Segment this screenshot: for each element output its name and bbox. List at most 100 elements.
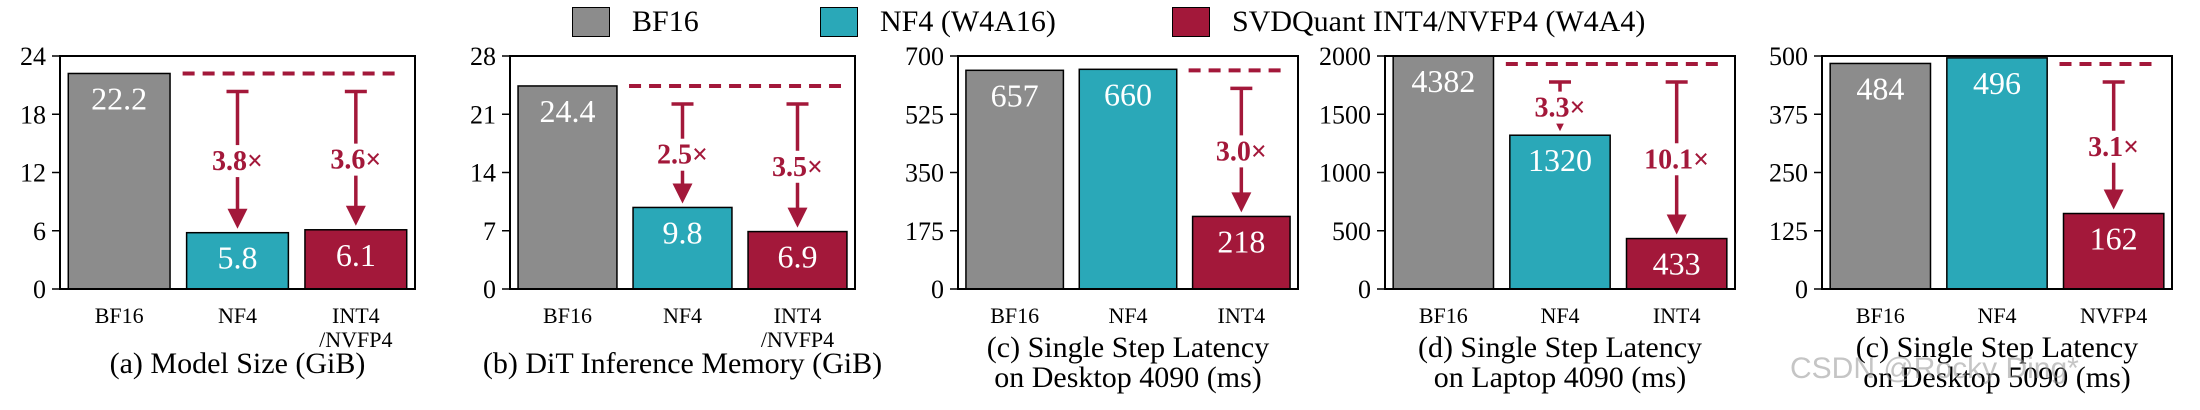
y-tick-label: 1000: [1319, 159, 1371, 188]
annotation-bg: [648, 138, 717, 171]
bar-value-label: 24.4: [540, 93, 596, 129]
chart-caption: on Desktop 4090 (ms): [994, 361, 1261, 394]
y-tick-label: 525: [905, 100, 944, 129]
speedup-annotation: 10.1×: [1644, 144, 1709, 175]
category-label: INT4: [774, 303, 822, 328]
bar-int4: [304, 229, 408, 290]
y-tick-label: 500: [1332, 217, 1371, 246]
chart-caption: (c) Single Step Latency: [987, 331, 1269, 364]
chart-latency-desktop-5090: 0 125 250 375 500 484 BF16 496 NF4 162 NVFP4 3.1× (c…: [1755, 0, 2195, 410]
category-label: INT4: [1218, 303, 1266, 328]
bar-value-label: 6.9: [778, 239, 818, 275]
plot-frame: [509, 55, 856, 290]
chart-caption: (b) DiT Inference Memory (GiB): [483, 347, 882, 380]
category-label: NF4: [1540, 303, 1579, 328]
arrow-head: [787, 207, 808, 228]
y-tick-label: 700: [905, 42, 944, 71]
legend-label-nf4: NF4 (W4A16): [880, 5, 1056, 38]
legend-label-svdquant: SVDQuant INT4/NVFP4 (W4A4): [1232, 5, 1646, 38]
y-tick-label: 175: [905, 217, 944, 246]
chart-latency-laptop-4090: 0 500 1000 1500 2000 4382 BF16 1320 NF4 433 INT4 3.…: [1319, 0, 1755, 410]
bar-bf16: [517, 85, 618, 290]
legend-swatch-nf4: [820, 7, 858, 37]
plot-frame: [59, 55, 416, 290]
chart-caption: (a) Model Size (GiB): [110, 347, 366, 380]
watermark: CSDN @Rocky Ding*: [1790, 352, 2079, 385]
y-tick-label: 21: [470, 100, 496, 129]
category-label: NF4: [1977, 303, 2016, 328]
bar-value-label: 218: [1217, 223, 1265, 259]
bar-value-label: 5.8: [218, 240, 258, 276]
category-label: BF16: [1856, 303, 1905, 328]
annotation-bg: [321, 143, 390, 176]
y-tick-label: 500: [1769, 42, 1808, 71]
bar-nf4: [1078, 68, 1178, 290]
category-label: /NVFP4: [319, 327, 392, 352]
chart-caption: (d) Single Step Latency: [1418, 331, 1702, 364]
legend-item-nf4: NF4 (W4A16): [820, 4, 1056, 40]
chart-caption: on Desktop 5090 (ms): [1863, 361, 2130, 394]
annotation-bg: [763, 150, 832, 183]
arrow-head: [227, 208, 248, 229]
arrow-head: [1666, 214, 1687, 235]
chart-svg: 0 6 12 18 24 22.2 BF16 5.8 NF4 6.1 INT4/NVFP4 3.8× 3…: [20, 42, 416, 380]
y-tick-label: 6: [33, 217, 46, 246]
speedup-annotation: 3.5×: [772, 152, 823, 183]
category-label: BF16: [990, 303, 1039, 328]
speedup-annotation: 3.8×: [212, 146, 263, 177]
arrow-head: [1231, 192, 1252, 213]
chart-latency-desktop-4090: 0 175 350 525 700 657 BF16 660 NF4 218 INT4 3.0× (c)…: [890, 0, 1320, 410]
chart-svg: 0 7 14 21 28 24.4 BF16 9.8 NF4 6.9 INT4/NVFP4 2.5× 3…: [470, 42, 882, 380]
category-label: BF16: [95, 303, 144, 328]
bar-nf4: [1509, 134, 1611, 290]
y-tick-label: 0: [1795, 275, 1808, 304]
category-label: /NVFP4: [761, 327, 834, 352]
chart-svg: 0 125 250 375 500 484 BF16 496 NF4 162 NVFP4 3.1× (c…: [1769, 42, 2173, 394]
chart-caption: (c) Single Step Latency: [1856, 331, 2138, 364]
category-label: INT4: [332, 303, 380, 328]
bar-value-label: 496: [1973, 65, 2021, 101]
chart-caption: on Laptop 4090 (ms): [1434, 361, 1686, 394]
plot-frame: [957, 55, 1299, 290]
bar-value-label: 22.2: [91, 80, 147, 116]
y-tick-label: 0: [1358, 275, 1371, 304]
y-tick-label: 28: [470, 42, 496, 71]
bar-value-label: 484: [1856, 70, 1904, 106]
arrow-head: [672, 183, 693, 204]
legend-item-bf16: BF16: [572, 4, 699, 40]
bar-value-label: 6.1: [336, 237, 376, 273]
bar-nf4: [632, 206, 733, 290]
annotation-bg: [1526, 91, 1594, 124]
legend-swatch-svdquant: [1172, 7, 1210, 37]
chart-svg: 0 175 350 525 700 657 BF16 660 NF4 218 INT4 3.0× (c)…: [905, 42, 1299, 394]
bar-nf4: [185, 231, 290, 290]
arrow-head: [345, 205, 366, 226]
plot-frame: [1821, 55, 2173, 290]
bar-int4: [1625, 237, 1728, 290]
category-label: BF16: [543, 303, 592, 328]
plot-frame: [1384, 55, 1736, 290]
y-tick-label: 24: [20, 42, 46, 71]
bar-bf16: [965, 69, 1065, 290]
bar-value-label: 162: [2090, 221, 2138, 257]
y-tick-label: 0: [931, 275, 944, 304]
y-tick-label: 375: [1769, 100, 1808, 129]
y-tick-label: 2000: [1319, 42, 1371, 71]
bar-int4: [1191, 215, 1291, 290]
y-tick-label: 0: [483, 275, 496, 304]
arrow-head: [2103, 189, 2124, 210]
y-tick-label: 18: [20, 100, 46, 129]
legend-item-svdquant: SVDQuant INT4/NVFP4 (W4A4): [1172, 4, 1645, 40]
y-tick-label: 250: [1769, 159, 1808, 188]
category-label: NF4: [663, 303, 702, 328]
bar-value-label: 657: [991, 77, 1039, 113]
category-label: BF16: [1419, 303, 1468, 328]
y-tick-label: 0: [33, 275, 46, 304]
bar-bf16: [1392, 55, 1495, 290]
category-label: INT4: [1653, 303, 1701, 328]
annotation-bg: [2079, 130, 2148, 163]
legend-swatch-bf16: [572, 7, 610, 37]
y-tick-label: 125: [1769, 217, 1808, 246]
bar-value-label: 660: [1104, 76, 1152, 112]
bar-bf16: [67, 72, 171, 290]
